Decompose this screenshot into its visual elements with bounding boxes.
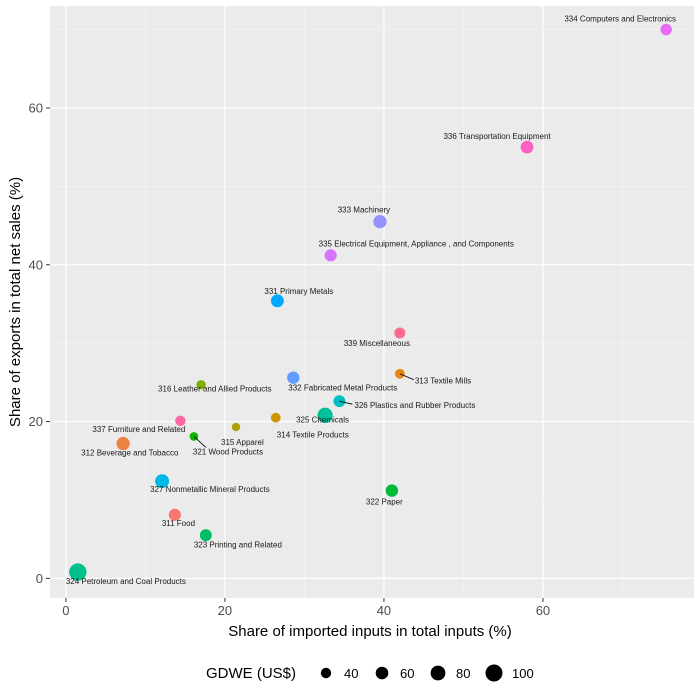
y-tick-label: 0 bbox=[36, 571, 43, 586]
y-axis-ticks: 0 20 40 60 bbox=[29, 100, 50, 586]
data-point bbox=[175, 415, 186, 426]
legend-size-label: 100 bbox=[512, 666, 534, 681]
data-point bbox=[373, 214, 387, 229]
size-legend: GDWE (US$) 40 60 80 100 bbox=[206, 661, 534, 685]
point-label: 322 Paper bbox=[366, 498, 403, 507]
grid-major bbox=[50, 6, 694, 598]
data-point bbox=[287, 371, 300, 384]
x-tick-label: 60 bbox=[536, 603, 550, 618]
point-label: 339 Miscellaneous bbox=[344, 339, 410, 348]
legend-title: GDWE (US$) bbox=[206, 665, 296, 682]
plot-panel bbox=[50, 6, 694, 598]
data-point bbox=[199, 529, 212, 542]
point-label: 314 Textile Products bbox=[277, 431, 349, 440]
legend-size-label: 60 bbox=[400, 666, 414, 681]
point-label: 313 Textile Mills bbox=[415, 377, 471, 386]
x-axis-ticks: 0 20 40 60 bbox=[62, 598, 550, 618]
point-label: 316 Leather and Allied Products bbox=[158, 385, 271, 394]
point-label: 331 Primary Metals bbox=[264, 287, 333, 296]
y-tick-label: 20 bbox=[29, 414, 43, 429]
data-point bbox=[270, 412, 281, 423]
point-label: 325 Chemicals bbox=[296, 415, 349, 424]
legend-size-point bbox=[485, 664, 503, 682]
data-points bbox=[69, 23, 672, 581]
data-point bbox=[660, 23, 672, 36]
data-point bbox=[116, 436, 130, 451]
label-leader-line bbox=[399, 373, 414, 381]
point-labels: 334 Computers and Electronics 336 Transpo… bbox=[66, 15, 676, 587]
point-label: 324 Petroleum and Coal Products bbox=[66, 577, 186, 586]
x-tick-label: 20 bbox=[218, 603, 232, 618]
data-point bbox=[69, 563, 87, 581]
data-point bbox=[324, 249, 337, 262]
legend-size-point bbox=[430, 665, 446, 681]
data-point bbox=[155, 474, 170, 489]
data-point bbox=[196, 380, 206, 390]
point-label: 333 Machinery bbox=[338, 206, 390, 215]
point-label: 334 Computers and Electronics bbox=[564, 15, 676, 24]
point-label: 323 Printing and Related bbox=[194, 540, 282, 549]
legend-size-label: 80 bbox=[456, 666, 470, 681]
x-tick-label: 40 bbox=[377, 603, 391, 618]
legend-size-point bbox=[375, 666, 389, 680]
label-leader-line bbox=[339, 400, 353, 405]
point-label: 326 Plastics and Rubber Products bbox=[354, 401, 475, 410]
y-axis-title: Share of exports in total net sales (%) bbox=[7, 177, 24, 427]
point-label: 337 Furniture and Related bbox=[92, 425, 185, 434]
point-label: 336 Transportation Equipment bbox=[443, 132, 551, 141]
data-point bbox=[394, 327, 406, 339]
grid-minor bbox=[50, 6, 694, 598]
data-point bbox=[270, 294, 284, 308]
data-point bbox=[231, 422, 241, 432]
x-tick-label: 0 bbox=[62, 603, 69, 618]
leader-lines bbox=[193, 373, 414, 448]
label-leader-line bbox=[193, 436, 207, 448]
point-label: 312 Beverage and Tobacco bbox=[81, 449, 179, 458]
point-label: 327 Nonmetallic Mineral Products bbox=[150, 485, 270, 494]
point-label: 311 Food bbox=[162, 519, 195, 528]
x-axis-title: Share of imported inputs in total inputs… bbox=[228, 623, 511, 640]
y-tick-label: 40 bbox=[29, 257, 43, 272]
point-label: 335 Electrical Equipment, Appliance , an… bbox=[319, 239, 514, 248]
data-point bbox=[520, 140, 534, 154]
data-point bbox=[168, 508, 181, 521]
point-label: 315 Apparel bbox=[221, 438, 264, 447]
point-label: 332 Fabricated Metal Products bbox=[288, 384, 397, 393]
y-tick-label: 60 bbox=[29, 100, 43, 115]
legend-size-label: 40 bbox=[344, 666, 358, 681]
legend-size-point bbox=[320, 667, 332, 679]
point-label: 321 Wood Products bbox=[193, 447, 263, 456]
data-point bbox=[385, 484, 399, 497]
data-point bbox=[317, 407, 333, 423]
